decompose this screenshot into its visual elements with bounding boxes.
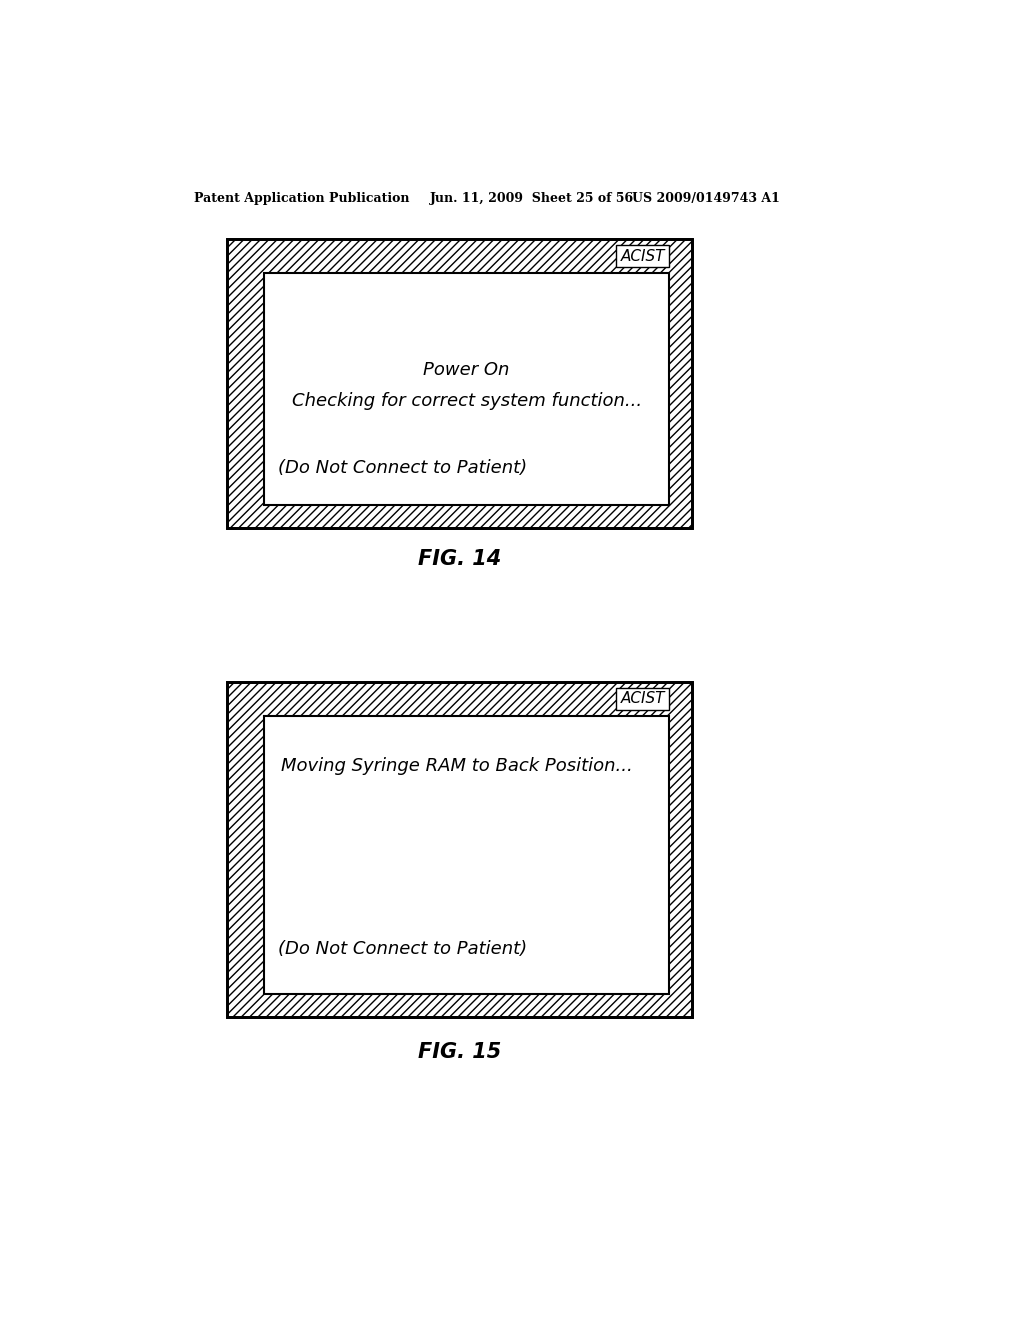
Bar [264,715,669,994]
Text: Power On: Power On [424,362,510,379]
Bar [264,273,669,506]
Text: FIG. 14: FIG. 14 [418,549,502,569]
Text: Moving Syringe RAM to Back Position...: Moving Syringe RAM to Back Position... [281,756,633,775]
Bar [227,239,692,528]
Text: Jun. 11, 2009  Sheet 25 of 56: Jun. 11, 2009 Sheet 25 of 56 [430,191,635,205]
Text: Checking for correct system function...: Checking for correct system function... [292,392,642,409]
Bar [227,239,692,528]
Text: FIG. 15: FIG. 15 [418,1041,502,1061]
Bar [227,239,692,528]
Bar [227,682,692,1016]
Bar [616,688,669,710]
Text: (Do Not Connect to Patient): (Do Not Connect to Patient) [279,459,527,477]
Bar [227,682,692,1016]
Bar [227,682,692,1016]
Text: ACIST: ACIST [621,248,665,264]
Bar [616,246,669,267]
Text: Patent Application Publication: Patent Application Publication [194,191,410,205]
Text: ACIST: ACIST [621,692,665,706]
Text: (Do Not Connect to Patient): (Do Not Connect to Patient) [279,940,527,958]
Text: US 2009/0149743 A1: US 2009/0149743 A1 [632,191,779,205]
